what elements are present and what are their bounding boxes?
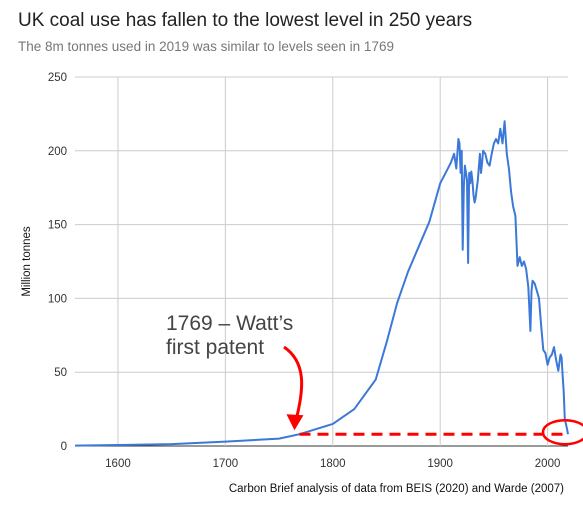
y-axis-label: Million tonnes: [21, 226, 33, 297]
annotation-line-1: 1769 – Watt’s: [166, 312, 293, 335]
y-tick-label-0: 0: [61, 441, 67, 453]
latest-value-highlight-circle: [541, 418, 583, 446]
annotation-arrow: [283, 345, 304, 419]
y-tick-label-250: 250: [48, 72, 67, 84]
chart-title: UK coal use has fallen to the lowest lev…: [18, 10, 473, 31]
y-axis-ticks: 0 50 100 150 200 250: [48, 72, 67, 453]
gridlines: [75, 76, 568, 447]
annotation-line-2: first patent: [166, 336, 264, 359]
x-axis-ticks: 1600 1700 1800 1900 2000: [105, 458, 560, 470]
x-tick-label-1700: 1700: [213, 458, 239, 470]
x-tick-label-1600: 1600: [105, 458, 131, 470]
y-tick-label-100: 100: [48, 293, 67, 305]
y-tick-label-200: 200: [48, 146, 67, 158]
annotation-arrow-head: [286, 414, 304, 431]
x-tick-label-1900: 1900: [427, 458, 453, 470]
y-tick-label-50: 50: [54, 367, 67, 379]
y-tick-label-150: 150: [48, 220, 67, 232]
coal-use-series-line: [74, 120, 569, 447]
x-tick-label-1800: 1800: [320, 458, 346, 470]
x-tick-label-2000: 2000: [535, 458, 561, 470]
source-note: Carbon Brief analysis of data from BEIS …: [228, 483, 564, 495]
chart-subtitle: The 8m tonnes used in 2019 was similar t…: [18, 39, 394, 54]
